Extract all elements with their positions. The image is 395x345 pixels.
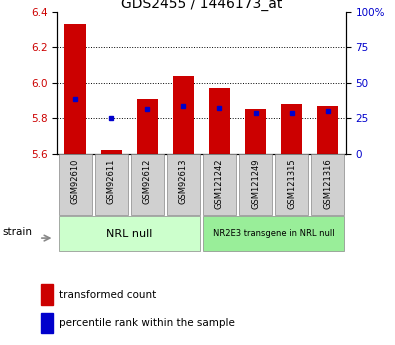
Text: percentile rank within the sample: percentile rank within the sample xyxy=(59,318,235,328)
Bar xyxy=(275,154,308,215)
Text: GSM92610: GSM92610 xyxy=(71,158,80,204)
Bar xyxy=(41,284,53,305)
Title: GDS2455 / 1446173_at: GDS2455 / 1446173_at xyxy=(121,0,282,11)
Bar xyxy=(173,76,194,154)
Bar xyxy=(203,154,236,215)
Text: strain: strain xyxy=(2,227,32,237)
Text: NR2E3 transgene in NRL null: NR2E3 transgene in NRL null xyxy=(213,229,334,238)
Text: transformed count: transformed count xyxy=(59,290,156,300)
Bar xyxy=(203,216,344,251)
Bar xyxy=(245,109,266,154)
Bar xyxy=(167,154,199,215)
Text: GSM121316: GSM121316 xyxy=(323,158,332,209)
Text: NRL null: NRL null xyxy=(106,229,152,239)
Bar xyxy=(64,24,86,154)
Text: GSM92611: GSM92611 xyxy=(107,158,116,204)
Text: GSM121249: GSM121249 xyxy=(251,158,260,209)
Bar xyxy=(41,313,53,333)
Bar xyxy=(239,154,272,215)
Text: GSM121242: GSM121242 xyxy=(215,158,224,209)
Bar xyxy=(59,154,92,215)
Bar xyxy=(137,99,158,154)
Bar xyxy=(100,150,122,154)
Bar xyxy=(59,216,199,251)
Bar xyxy=(281,104,303,154)
Bar xyxy=(95,154,128,215)
Bar xyxy=(311,154,344,215)
Bar xyxy=(209,88,230,154)
Text: GSM92612: GSM92612 xyxy=(143,158,152,204)
Text: GSM92613: GSM92613 xyxy=(179,158,188,204)
Bar xyxy=(317,106,339,154)
Text: GSM121315: GSM121315 xyxy=(287,158,296,209)
Bar xyxy=(131,154,164,215)
